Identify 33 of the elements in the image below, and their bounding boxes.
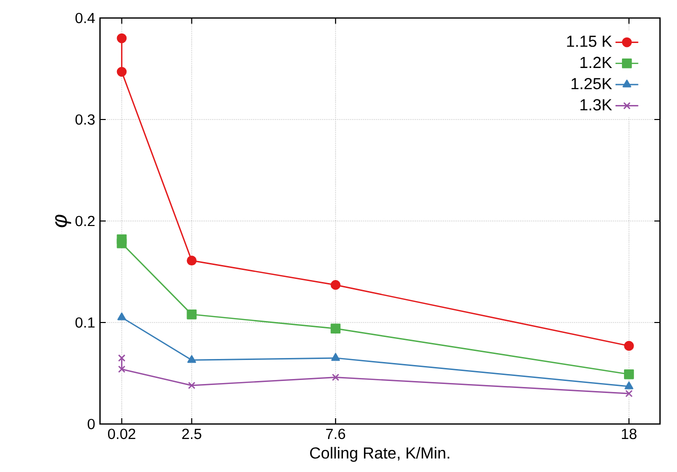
point xyxy=(332,374,340,381)
legend-label: 1.3K xyxy=(580,99,612,110)
point xyxy=(186,309,197,320)
y-tick-label: 0.1 xyxy=(75,317,95,328)
point xyxy=(186,256,197,266)
y-axis-title: φ xyxy=(55,214,72,228)
x-tick-label: 0.02 xyxy=(108,428,136,440)
point xyxy=(188,382,196,390)
point xyxy=(116,238,127,248)
point xyxy=(117,312,126,320)
legend-label: 1.2K xyxy=(580,56,612,68)
point xyxy=(116,66,127,77)
point xyxy=(118,354,126,362)
x-axis-title: Colling Rate, K/Min. xyxy=(310,446,450,462)
y-tick-label: 0.4 xyxy=(75,12,95,24)
point xyxy=(116,33,127,44)
y-tick-label: 0.2 xyxy=(75,216,95,226)
point xyxy=(187,355,196,363)
legend-label: 1.15 K xyxy=(567,36,612,47)
y-tick-label: 0 xyxy=(88,418,95,430)
point xyxy=(330,280,341,290)
x-tick-label: 18 xyxy=(622,428,636,440)
point xyxy=(118,366,126,373)
point xyxy=(331,353,340,361)
point xyxy=(624,340,634,351)
x-tick-label: 2.5 xyxy=(182,428,202,440)
y-tick-label: 0.3 xyxy=(75,114,95,125)
point xyxy=(330,324,341,334)
point xyxy=(624,369,634,380)
point xyxy=(625,390,633,398)
x-tick-label: 7.6 xyxy=(326,428,346,440)
point xyxy=(624,382,634,390)
legend-label: 1.25K xyxy=(572,78,612,90)
